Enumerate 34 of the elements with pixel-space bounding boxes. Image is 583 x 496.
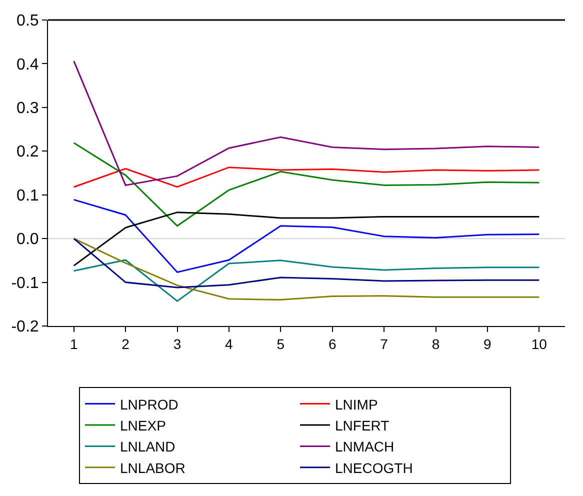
- legend-label: LNLAND: [120, 438, 176, 455]
- legend-label: LNLABOR: [120, 460, 186, 476]
- y-tick-label: 0.2: [16, 144, 39, 161]
- line-series: [73, 238, 540, 288]
- x-tick-label: 9: [484, 336, 492, 352]
- legend-label: LNIMP: [335, 396, 378, 412]
- legend-label: LNFERT: [335, 417, 390, 434]
- line-series: [73, 166, 540, 188]
- line-series: [73, 259, 540, 302]
- x-tick-label: 4: [225, 336, 234, 352]
- y-tick-label: 0.4: [16, 56, 39, 74]
- x-tick-label: 2: [122, 336, 130, 352]
- y-tick-label: 0.5: [16, 12, 39, 30]
- legend-label: LNMACH: [335, 438, 394, 455]
- x-tick-label: 3: [173, 336, 182, 352]
- x-tick-label: 1: [70, 336, 78, 352]
- y-tick-label: -0.2: [11, 318, 39, 336]
- line-series: [73, 198, 540, 273]
- x-tick-label: 10: [531, 336, 548, 352]
- y-tick-label: 0.3: [16, 100, 39, 118]
- x-tick-label: 8: [432, 336, 440, 352]
- legend-label: LNEXP: [120, 417, 166, 434]
- x-tick-label: 5: [276, 336, 285, 352]
- line-series: [73, 238, 540, 301]
- legend-label: LNPROD: [120, 396, 178, 412]
- x-tick-label: 6: [328, 336, 336, 352]
- y-tick-label: 0.1: [16, 187, 39, 204]
- line-series: [73, 60, 540, 186]
- legend-label: LNECOGTH: [335, 460, 413, 476]
- line-series: [73, 212, 540, 266]
- x-tick-label: 7: [380, 336, 388, 352]
- line-series: [73, 142, 540, 227]
- y-tick-label: 0.0: [16, 231, 39, 248]
- y-tick-label: -0.1: [11, 274, 39, 292]
